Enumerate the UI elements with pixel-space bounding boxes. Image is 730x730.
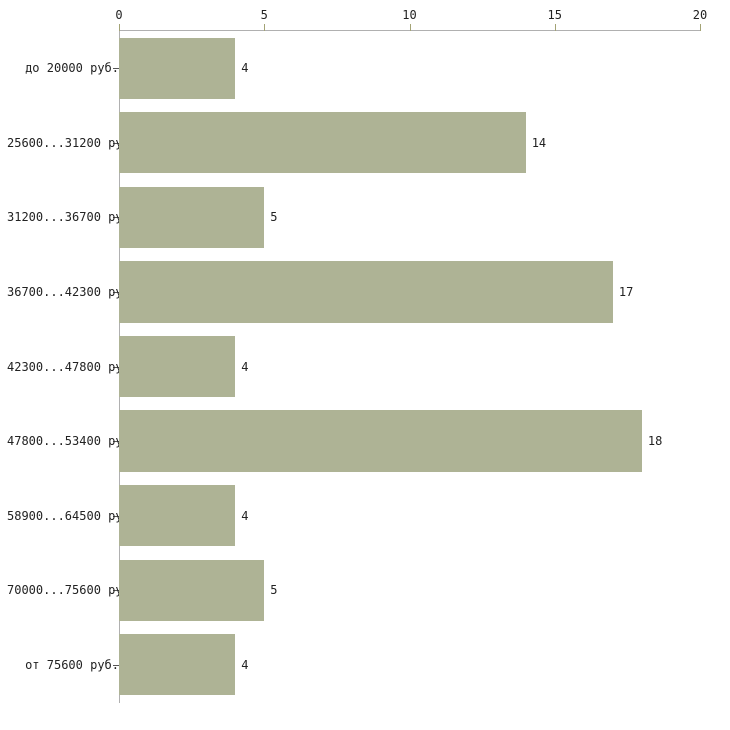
- category-label: 42300...47800 руб.: [7, 359, 138, 374]
- plot-area: 4 14 5 17 4 18 4 5 4: [119, 31, 700, 702]
- bar[interactable]: [119, 186, 265, 248]
- x-axis-tick: [700, 24, 701, 31]
- bar[interactable]: [119, 112, 526, 174]
- bar-value-label: 4: [241, 657, 249, 672]
- y-axis-tick: [113, 367, 119, 368]
- bar[interactable]: [119, 485, 236, 547]
- category-label: 47800...53400 руб.: [7, 434, 138, 449]
- bar[interactable]: [119, 261, 613, 323]
- y-axis-tick: [113, 292, 119, 293]
- bar-value-label: 4: [241, 359, 249, 374]
- bar[interactable]: [119, 410, 642, 472]
- y-axis-tick: [113, 143, 119, 144]
- category-label: от 75600 руб.: [25, 657, 119, 672]
- bar[interactable]: [119, 335, 236, 398]
- y-axis-tick: [113, 68, 119, 69]
- x-axis-tick: [554, 24, 556, 31]
- y-axis-tick: [113, 441, 119, 442]
- category-label: 31200...36700 руб.: [7, 210, 138, 225]
- bar-value-label: 4: [241, 508, 249, 523]
- bar-value-label: 5: [270, 210, 278, 225]
- x-axis-tick-label: 0: [115, 8, 123, 22]
- bar-value-label: 18: [647, 434, 663, 449]
- y-axis: до 20000 руб. 25600...31200 руб. 31200...3…: [0, 0, 138, 730]
- bar-value-label: 14: [531, 135, 547, 150]
- x-axis-tick: [409, 24, 411, 31]
- x-axis-tick: [264, 24, 266, 31]
- bar[interactable]: [119, 634, 236, 696]
- bar-value-label: 5: [270, 583, 278, 598]
- y-axis-tick: [113, 217, 119, 218]
- x-axis-tick-label: 20: [692, 8, 708, 22]
- category-label: до 20000 руб.: [25, 61, 119, 76]
- bar[interactable]: [119, 37, 236, 99]
- category-label: 58900...64500 руб.: [7, 508, 138, 523]
- bar[interactable]: [119, 559, 265, 621]
- bar-value-label: 17: [618, 284, 634, 299]
- y-axis-tick: [113, 665, 119, 666]
- category-label: 36700...42300 руб.: [7, 284, 138, 299]
- x-axis-tick-label: 15: [547, 8, 562, 22]
- bar-value-label: 4: [241, 61, 249, 76]
- y-axis-tick: [113, 590, 119, 591]
- y-axis-tick: [113, 516, 119, 517]
- category-label: 70000...75600 руб.: [7, 583, 138, 598]
- x-axis-tick-label: 5: [260, 8, 268, 22]
- category-label: 25600...31200 руб.: [7, 135, 138, 150]
- x-axis-tick: [119, 24, 120, 31]
- x-axis-tick-label: 10: [402, 8, 417, 22]
